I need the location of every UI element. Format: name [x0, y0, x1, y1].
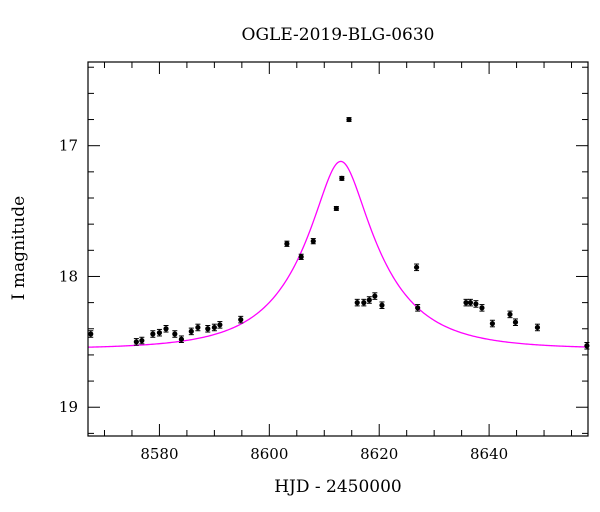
y-axis-label: I magnitude: [9, 196, 29, 300]
data-point: [238, 317, 244, 323]
x-tick-label: 8620: [360, 445, 398, 463]
data-point: [463, 300, 469, 306]
data-point: [310, 238, 316, 244]
y-tick-label: 18: [59, 267, 78, 285]
data-point: [217, 322, 223, 328]
data-point: [379, 302, 385, 308]
data-point: [333, 205, 339, 212]
chart-title: OGLE-2019-BLG-0630: [242, 25, 435, 45]
data-point: [188, 328, 194, 334]
x-axis-label: HJD - 2450000: [274, 477, 402, 497]
data-point: [361, 300, 367, 306]
data-point: [156, 330, 163, 336]
data-point: [584, 343, 590, 349]
data-point: [473, 301, 479, 307]
tick-labels: 8580 8600 8620 8640 17 18 19: [59, 137, 508, 463]
data-point: [346, 116, 352, 123]
data-points: [88, 116, 590, 350]
data-point: [489, 320, 495, 327]
data-point: [133, 339, 139, 345]
data-point: [284, 241, 290, 247]
model-curve: [87, 160, 589, 348]
data-point: [195, 324, 201, 331]
y-tick-label: 19: [59, 398, 78, 416]
y-tick-label: 17: [59, 137, 78, 155]
data-point: [512, 319, 519, 325]
data-point: [413, 264, 420, 270]
data-point: [366, 297, 372, 303]
data-point: [150, 331, 156, 337]
data-point: [479, 305, 485, 311]
data-point: [211, 324, 217, 331]
data-point: [354, 300, 360, 306]
data-point: [467, 300, 474, 306]
data-point: [178, 336, 185, 342]
data-point: [163, 326, 169, 332]
plot-frame: [87, 61, 589, 437]
data-point: [339, 175, 345, 181]
data-point: [139, 337, 145, 344]
data-point: [172, 331, 178, 337]
data-point: [372, 293, 378, 299]
data-point: [88, 331, 94, 337]
x-tick-label: 8580: [140, 445, 178, 463]
data-point: [507, 311, 513, 317]
data-point: [298, 254, 304, 260]
axis-ticks: [88, 62, 588, 436]
x-tick-label: 8600: [250, 445, 288, 463]
data-point: [205, 326, 211, 332]
data-point: [534, 324, 541, 331]
data-point: [415, 305, 421, 311]
x-tick-label: 8640: [470, 445, 508, 463]
